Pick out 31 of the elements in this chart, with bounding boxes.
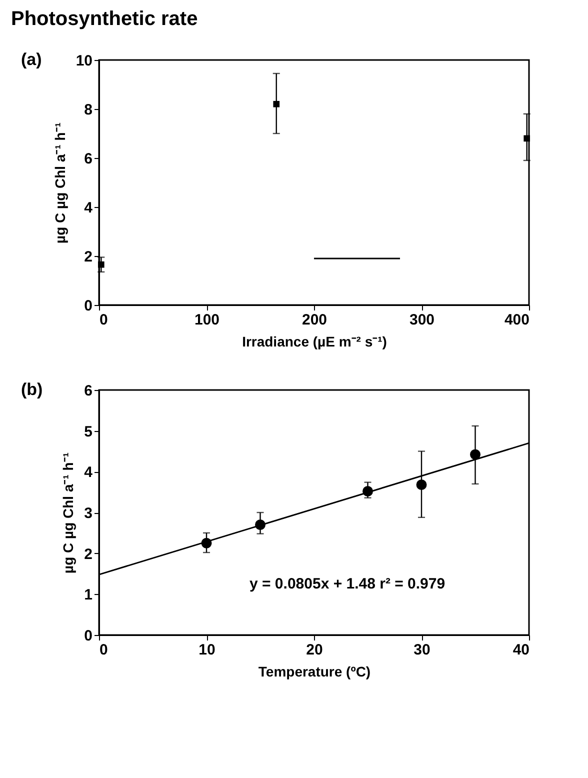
y-tick-label: 8 <box>84 102 92 118</box>
x-tick-label: 0 <box>100 312 108 328</box>
x-tick-label: 400 <box>504 312 530 328</box>
y-tick-label: 1 <box>84 586 92 604</box>
x-tick-label: 10 <box>198 642 216 658</box>
x-tick-label: 20 <box>306 642 323 658</box>
text: (a) <box>21 50 42 69</box>
x-axis-title: Temperature (ºC) <box>258 664 371 680</box>
y-tick-label: 0 <box>84 628 92 644</box>
x-tick-label: 100 <box>194 312 220 328</box>
y-tick-label: 5 <box>84 423 92 440</box>
y-tick-label: 2 <box>84 546 92 563</box>
y-axis-title: µg C µg Chl a⁻¹ h⁻¹ <box>52 122 68 244</box>
x-tick-label: 0 <box>100 642 108 658</box>
y-tick-label: 6 <box>84 382 92 400</box>
y-tick-label: 2 <box>84 248 92 266</box>
y-tick-label: 10 <box>76 52 92 70</box>
y-tick-label: 6 <box>84 150 92 168</box>
y-tick-label: 4 <box>84 464 94 482</box>
x-axis-title: Irradiance (µE m⁻² s⁻¹) <box>242 334 387 350</box>
y-tick-label: 3 <box>84 505 92 522</box>
y-axis-title: µg C µg Chl a⁻¹ h⁻¹ <box>60 452 76 574</box>
x-tick-label: 40 <box>512 642 530 658</box>
x-tick-label: 300 <box>409 312 435 328</box>
chart-title: Photosynthetic rate <box>11 8 198 30</box>
x-tick-label: 200 <box>302 312 328 328</box>
annotation: y = 0.0805x + 1.48 r² = 0.979 <box>250 576 446 593</box>
text: (b) <box>21 380 43 399</box>
x-tick-label: 30 <box>414 642 430 658</box>
y-tick-label: 4 <box>84 200 94 216</box>
y-tick-label: 0 <box>84 298 92 314</box>
